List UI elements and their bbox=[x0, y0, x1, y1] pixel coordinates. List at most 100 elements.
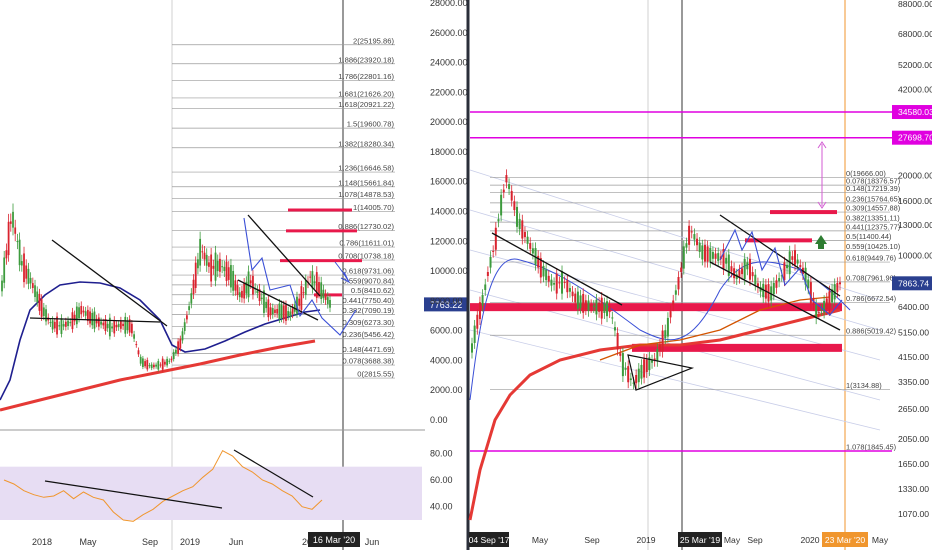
right-candle-body bbox=[526, 236, 529, 244]
left-fib-label: 1.148(15661.84) bbox=[338, 178, 394, 187]
right-candle-body bbox=[611, 317, 614, 319]
right-fib-label: 1.078(1845.45) bbox=[846, 442, 896, 451]
left-candle-body bbox=[34, 285, 36, 297]
left-candle-body bbox=[287, 311, 290, 317]
right-ma-red bbox=[468, 308, 841, 521]
right-time-tick: 23 Mar '20 bbox=[825, 535, 866, 545]
left-price-tick: 10000.00 bbox=[430, 266, 468, 276]
right-target-arrow bbox=[817, 141, 827, 209]
left-candle-body bbox=[291, 308, 294, 314]
left-fib-label: 0(2815.55) bbox=[357, 370, 394, 379]
right-candle-body bbox=[608, 305, 611, 313]
right-price-axis[interactable]: 88000.00 68000.00 52000.00 42000.00 34580.03… bbox=[892, 0, 932, 519]
right-candle-body bbox=[619, 353, 622, 356]
left-candle-body bbox=[298, 298, 301, 306]
left-candle-body bbox=[258, 289, 261, 302]
right-candle-body bbox=[738, 270, 741, 278]
right-candle-body bbox=[817, 312, 820, 314]
right-candle-body bbox=[624, 367, 627, 370]
right-price-highlight-box bbox=[892, 105, 932, 120]
right-candle-body bbox=[568, 288, 571, 292]
left-candle-body bbox=[208, 262, 210, 267]
left-price-tick: 12000.00 bbox=[430, 236, 468, 246]
left-candle-body bbox=[223, 266, 226, 272]
right-up-arrow bbox=[815, 235, 827, 249]
left-candle-body bbox=[27, 268, 30, 284]
right-cursor-date-box bbox=[678, 532, 722, 547]
left-candle-body bbox=[159, 364, 162, 366]
right-candle-body bbox=[508, 184, 511, 190]
left-candle-body bbox=[265, 301, 268, 309]
right-candle-body bbox=[669, 311, 672, 318]
right-candle-body bbox=[680, 267, 683, 272]
right-candle-body bbox=[561, 271, 564, 294]
right-candle-body bbox=[828, 291, 831, 310]
left-fib-label: 1.078(14878.53) bbox=[338, 190, 394, 199]
left-candle-body bbox=[201, 251, 204, 253]
right-candle-body bbox=[825, 298, 828, 310]
right-candle-body bbox=[510, 190, 513, 201]
right-fib-label: 0.148(17219.39) bbox=[846, 184, 900, 193]
left-candle-body bbox=[111, 326, 113, 329]
right-channel-line bbox=[469, 329, 881, 431]
left-candle-body bbox=[179, 338, 182, 349]
right-ma-orange bbox=[599, 296, 831, 361]
left-time-axis[interactable]: 2018MaySep2019Jun2020Jun16 Mar '20 bbox=[32, 532, 379, 547]
right-fib-label: 0.382(13351.11) bbox=[846, 214, 900, 223]
left-trendline bbox=[29, 317, 161, 323]
left-candle-body bbox=[190, 293, 193, 304]
right-fib-label: 0.559(10425.10) bbox=[846, 242, 900, 251]
left-candle-body bbox=[115, 324, 118, 328]
left-candle-body bbox=[139, 356, 142, 364]
right-time-tick: 04 Sep '17 bbox=[469, 535, 510, 545]
right-candle-body bbox=[730, 266, 733, 272]
left-price-tick: 2000.00 bbox=[430, 385, 463, 395]
left-candle-body bbox=[119, 320, 122, 329]
right-candle-body bbox=[635, 375, 638, 384]
right-triangle-pattern bbox=[627, 354, 695, 391]
left-candle-body bbox=[62, 324, 65, 327]
left-fib-label: 0.309(6273.30) bbox=[342, 318, 394, 327]
left-price-tick: 16000.00 bbox=[430, 177, 468, 187]
right-candle-body bbox=[711, 251, 714, 259]
right-candle-body bbox=[823, 300, 826, 313]
left-candle-body bbox=[152, 364, 155, 368]
right-zones bbox=[470, 111, 892, 452]
right-candle-body bbox=[793, 250, 796, 265]
left-trendline bbox=[51, 239, 168, 327]
right-time-axis[interactable]: 04 Sep '17 May Sep 2019 25 Mar '19 May Sep 2020… bbox=[469, 532, 889, 547]
right-candle-body bbox=[725, 257, 728, 264]
left-fib-label: 0.236(5456.42) bbox=[342, 330, 394, 339]
left-candle-body bbox=[309, 276, 312, 278]
right-candle-body bbox=[531, 248, 534, 254]
right-candle-body bbox=[598, 302, 601, 312]
right-candle-body bbox=[666, 317, 669, 337]
right-candle-body bbox=[550, 279, 553, 286]
left-candle-body bbox=[163, 361, 166, 365]
right-candle-body bbox=[640, 364, 643, 379]
left-price-axis[interactable]: 28000.00 26000.00 24000.00 22000.00 20000.00… bbox=[430, 0, 468, 425]
right-candle-body bbox=[606, 301, 609, 317]
left-fib-label: 0.148(4471.69) bbox=[342, 345, 394, 354]
left-candle-body bbox=[263, 290, 265, 313]
right-candle-body bbox=[542, 265, 545, 277]
left-candle-body bbox=[69, 322, 72, 324]
left-candle-body bbox=[117, 323, 120, 328]
left-candle-body bbox=[267, 299, 270, 318]
left-ma-blue bbox=[0, 281, 321, 401]
left-candle-body bbox=[14, 227, 17, 234]
left-projection-path bbox=[243, 217, 357, 336]
left-current-price-box bbox=[424, 297, 468, 312]
right-marker-date-box bbox=[822, 532, 868, 547]
left-candle-body bbox=[104, 319, 107, 332]
left-candle-body bbox=[20, 261, 23, 266]
right-candle-body bbox=[751, 272, 754, 277]
left-candles bbox=[1, 203, 331, 372]
left-fib-label: 1.5(19600.78) bbox=[347, 120, 395, 129]
left-candle-body bbox=[166, 358, 169, 366]
right-candle-body bbox=[836, 283, 839, 292]
left-candle-body bbox=[238, 292, 241, 298]
right-fib-label: 0.786(6672.54) bbox=[846, 294, 896, 303]
left-candle-body bbox=[210, 254, 213, 282]
left-price-tick: 0.00 bbox=[430, 415, 448, 425]
